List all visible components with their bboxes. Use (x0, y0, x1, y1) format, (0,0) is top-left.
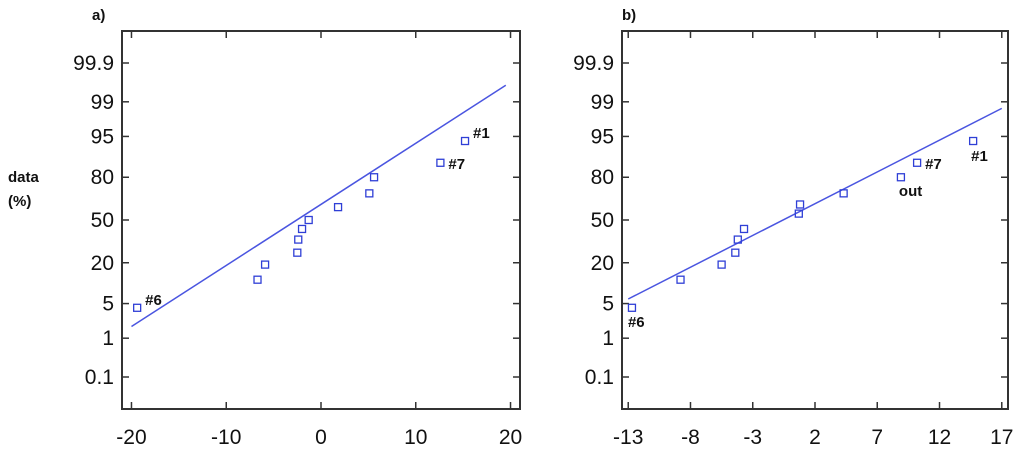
data-point (260, 260, 270, 269)
panel-a: a) data (%) 0.1 1 5 20 50 80 95 99 99.9 -20 -10 0 1… (8, 7, 522, 449)
data-point (304, 215, 313, 225)
panel-a-y-ticks: 0.1 1 5 20 50 80 95 99 99.9 (73, 52, 520, 389)
x-tick-label: -10 (211, 426, 241, 449)
y-tick-label: 50 (591, 209, 614, 232)
panel-b: b) 0.1 1 5 20 50 80 95 99 99.9 -13 -8 -3 2 7 12 17 #6 o… (573, 7, 1013, 449)
panel-a-label: a) (92, 7, 105, 24)
data-point (253, 275, 262, 284)
panel-b-fit-line-group (627, 107, 1003, 300)
x-tick-label: 12 (928, 426, 951, 449)
data-point (627, 303, 637, 312)
panel-a-points: #6 #7 #1 (133, 125, 490, 312)
point-label: #1 (473, 125, 490, 142)
data-point (731, 248, 740, 257)
y-tick-label: 20 (591, 252, 614, 275)
y-tick-label: 0.1 (85, 366, 114, 389)
data-point (794, 209, 803, 218)
data-point (369, 173, 379, 182)
data-point (297, 224, 307, 234)
y-tick-label: 95 (91, 125, 114, 148)
data-point (839, 189, 848, 198)
data-point (717, 260, 726, 269)
y-tick-label: 1 (602, 327, 614, 350)
y-tick-label: 1 (102, 327, 114, 350)
fit-line (131, 84, 507, 328)
data-point (365, 189, 374, 198)
data-point (294, 235, 303, 244)
panel-a-frame (121, 30, 521, 410)
y-tick-label: 5 (102, 293, 114, 316)
x-tick-label: -20 (116, 426, 146, 449)
panel-b-frame (621, 30, 1009, 410)
panel-b-points: #6 out#7 #1 (627, 136, 988, 331)
data-point (733, 235, 742, 244)
data-point (896, 173, 906, 182)
point-label: #1 (971, 148, 988, 165)
x-tick-label: 7 (871, 426, 883, 449)
fit-line (627, 107, 1003, 300)
panel-a-x-ticks: -20 -10 0 10 20 (116, 31, 522, 449)
y-tick-label: 80 (91, 166, 114, 189)
panel-a-fit-line-group (131, 84, 507, 328)
x-tick-label: -3 (743, 426, 762, 449)
data-point (968, 136, 978, 146)
point-label: out (899, 183, 922, 200)
y-tick-label: 0.1 (585, 366, 614, 389)
y-axis-unit: (%) (8, 193, 31, 210)
point-label: #7 (925, 156, 942, 173)
point-label: #6 (145, 292, 162, 309)
point-label: #7 (448, 156, 465, 173)
x-tick-label: -13 (613, 426, 643, 449)
data-point (133, 303, 142, 312)
x-tick-label: 2 (809, 426, 821, 449)
data-point (676, 275, 685, 284)
x-tick-label: 17 (990, 426, 1013, 449)
data-point (912, 158, 922, 167)
y-tick-label: 80 (591, 166, 614, 189)
panel-b-y-ticks: 0.1 1 5 20 50 80 95 99 99.9 (573, 52, 1008, 389)
y-tick-label: 50 (91, 209, 114, 232)
x-tick-label: -8 (681, 426, 700, 449)
x-tick-label: 20 (499, 426, 522, 449)
data-point (436, 158, 445, 167)
x-tick-label: 10 (404, 426, 427, 449)
data-point (739, 224, 749, 234)
data-point (333, 202, 343, 212)
point-label: #6 (628, 314, 645, 331)
y-tick-label: 95 (591, 125, 614, 148)
y-tick-label: 99 (591, 91, 614, 114)
y-axis-label: data (8, 169, 40, 186)
panel-b-label: b) (622, 7, 636, 24)
panel-b-x-ticks: -13 -8 -3 2 7 12 17 (613, 31, 1013, 449)
x-tick-label: 0 (315, 426, 327, 449)
y-tick-label: 20 (91, 252, 114, 275)
data-point (293, 248, 302, 257)
y-tick-label: 99.9 (73, 52, 114, 75)
y-tick-label: 5 (602, 293, 614, 316)
y-tick-label: 99.9 (573, 52, 614, 75)
y-tick-label: 99 (91, 91, 114, 114)
data-point (460, 136, 470, 146)
data-point (795, 200, 805, 209)
